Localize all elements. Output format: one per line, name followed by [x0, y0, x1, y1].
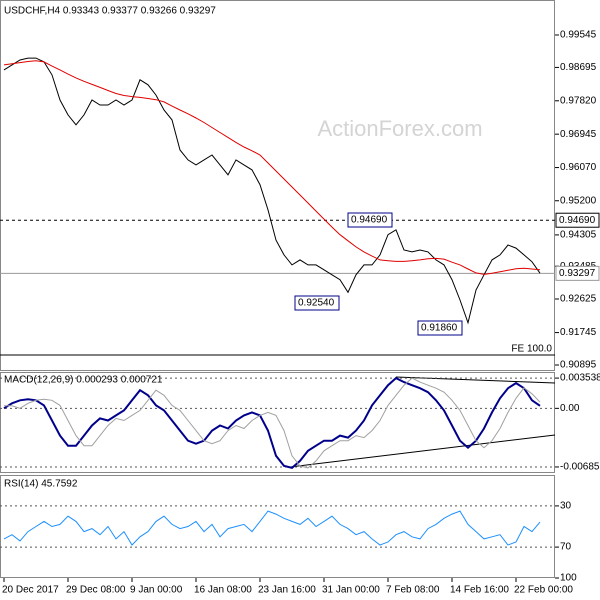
x-tick-label: 22 Feb 00:00 — [514, 585, 573, 596]
y-tick-label: 0.98695 — [560, 62, 597, 73]
y-tick-label: 0.00 — [560, 403, 580, 414]
price-panel — [0, 0, 555, 371]
y-tick-label: -0.006853 — [560, 462, 600, 473]
level-label: 0.93297 — [559, 268, 596, 279]
note: FE 100.0 — [511, 344, 552, 355]
series-line — [4, 377, 541, 469]
y-tick-label: 0.91745 — [560, 327, 597, 338]
level-label: 0.94690 — [559, 215, 596, 226]
x-tick-label: 20 Dec 2017 — [2, 585, 59, 596]
annotation: 0.92540 — [298, 298, 335, 309]
x-tick-label: 7 Feb 08:00 — [386, 585, 440, 596]
y-tick-label: 100 — [560, 573, 577, 584]
annotation-box — [417, 320, 463, 336]
watermark: ActionForex.com — [317, 116, 482, 141]
level-box — [555, 265, 600, 281]
y-tick-label: 70 — [560, 542, 572, 553]
annotation-box — [294, 295, 340, 311]
y-tick-label: 0.90895 — [560, 360, 597, 371]
trendline — [289, 434, 556, 468]
annotation-box — [347, 212, 393, 228]
x-tick-label: 29 Dec 08:00 — [66, 585, 126, 596]
macd-panel — [0, 372, 555, 473]
y-tick-label: 0.99545 — [560, 30, 597, 41]
x-tick-label: 31 Jan 00:00 — [322, 585, 380, 596]
y-tick-label: 30 — [560, 501, 572, 512]
y-tick-label: 0.003538 — [560, 373, 600, 384]
trendline — [395, 376, 556, 384]
y-tick-label: 0.96070 — [560, 162, 597, 173]
level-box — [555, 212, 600, 228]
panel-title: RSI(14) 45.7592 — [4, 479, 78, 490]
series-line — [3, 60, 541, 275]
y-tick-label: 0.92625 — [560, 294, 597, 305]
series-line — [3, 376, 541, 469]
annotation: 0.91860 — [421, 323, 458, 334]
y-tick-label: 0.96945 — [560, 129, 597, 140]
annotation: 0.94690 — [351, 215, 388, 226]
y-tick-label: 0.97820 — [560, 95, 597, 106]
panel-title: MACD(12,26,9) 0.000293 0.000721 — [4, 375, 163, 386]
y-tick-label: 0.95200 — [560, 195, 597, 206]
x-tick-label: 9 Jan 00:00 — [130, 585, 183, 596]
y-tick-label: 0.94305 — [560, 230, 597, 241]
chart-title: USDCHF,H4 0.93343 0.93377 0.93266 0.9329… — [4, 6, 216, 17]
series-line — [3, 510, 541, 546]
rsi-panel — [0, 475, 555, 578]
x-tick-label: 14 Feb 16:00 — [450, 585, 509, 596]
x-tick-label: 16 Jan 08:00 — [194, 585, 252, 596]
x-tick-label: 23 Jan 16:00 — [258, 585, 316, 596]
series-line — [3, 57, 541, 325]
